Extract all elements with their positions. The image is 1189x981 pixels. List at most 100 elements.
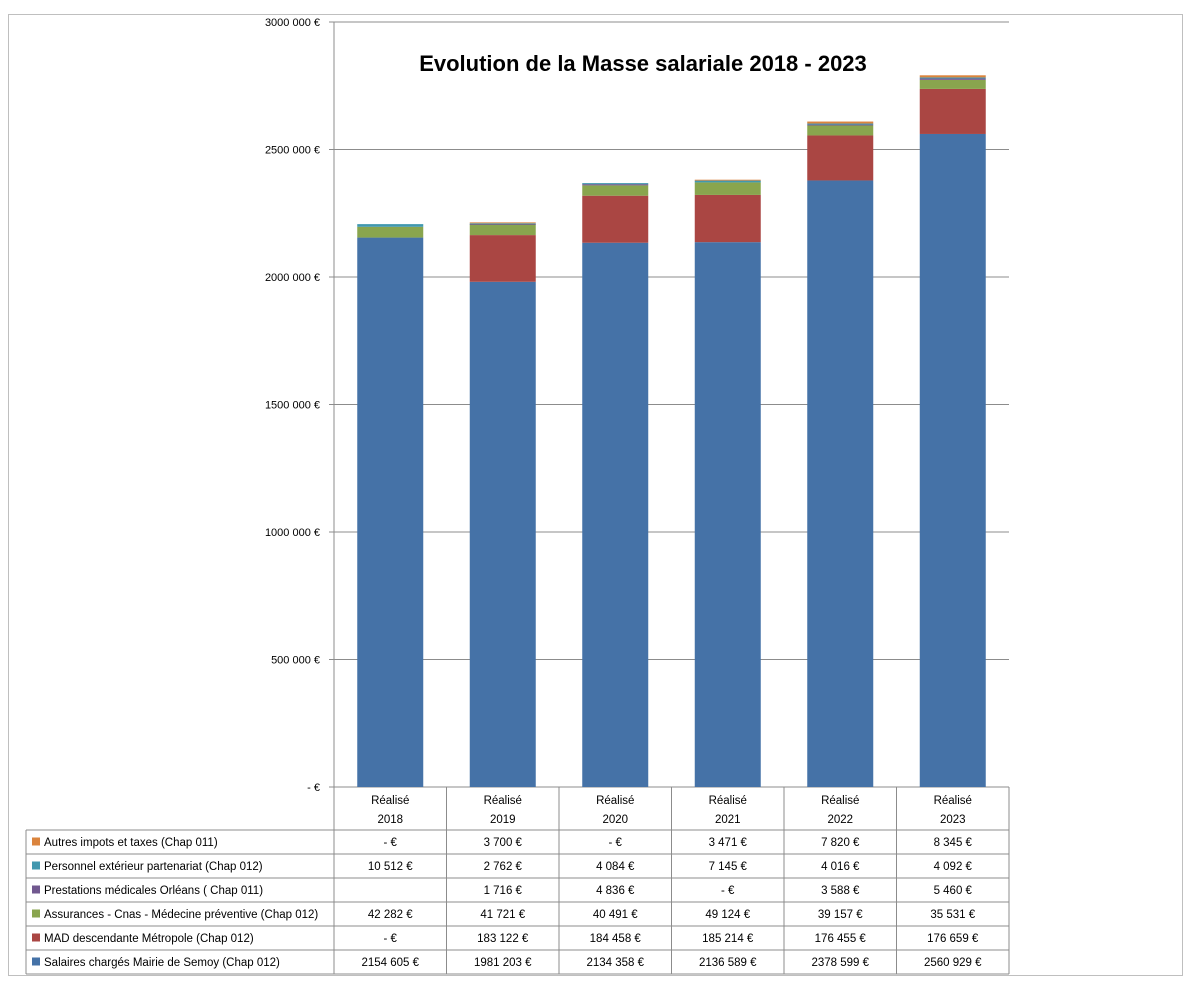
data-label: 3 471 €: [709, 837, 748, 849]
legend-key: [32, 837, 40, 846]
bar-segment: [582, 185, 649, 196]
category-label: 2020: [602, 814, 628, 826]
legend-key: [32, 933, 40, 942]
bar-segment: [919, 133, 986, 787]
bar-segment: [919, 78, 986, 80]
data-label: 185 214 €: [702, 933, 754, 945]
data-label: 183 122 €: [477, 933, 529, 945]
data-label: 2560 929 €: [924, 957, 982, 969]
bar-segment: [469, 223, 536, 225]
data-label: 10 512 €: [368, 861, 413, 873]
data-label: 2 762 €: [484, 861, 523, 873]
category-label: 2023: [940, 814, 966, 826]
y-tick-label: 3000 000 €: [265, 17, 320, 29]
data-label: - €: [609, 837, 623, 849]
bar-segment: [582, 195, 649, 243]
bar-segment: [694, 180, 761, 183]
data-label: 40 491 €: [593, 909, 638, 921]
data-label: 1981 203 €: [474, 957, 532, 969]
category-label: 2021: [715, 814, 741, 826]
category-label: Réalisé: [709, 795, 747, 807]
gridlines: [334, 21, 1009, 788]
data-label: 7 145 €: [709, 861, 748, 873]
legend-label: Prestations médicales Orléans ( Chap 011…: [44, 885, 263, 897]
bar-segment: [694, 179, 761, 181]
data-label: - €: [721, 885, 735, 897]
y-tick-label: 500 000 €: [271, 655, 320, 667]
bar-segment: [469, 222, 536, 224]
y-tick-label: 2500 000 €: [265, 145, 320, 157]
y-axis: - € 500 000 € 1000 000 € 1500 000 € 2000 000…: [265, 17, 335, 794]
data-label: 2134 358 €: [586, 957, 644, 969]
y-tick-label: 1500 000 €: [265, 400, 320, 412]
data-label: 176 455 €: [815, 933, 867, 945]
category-label: 2022: [827, 814, 853, 826]
legend-key: [32, 909, 40, 918]
data-label: 2136 589 €: [699, 957, 757, 969]
bar-segment: [694, 182, 761, 195]
bar-segment: [919, 88, 986, 134]
legend-key: [32, 861, 40, 870]
bar-segment: [807, 135, 874, 181]
bar-segment: [469, 224, 536, 236]
data-label: 2154 605 €: [361, 957, 419, 969]
bar-segment: [807, 180, 874, 787]
legend-label: Personnel extérieur partenariat (Chap 01…: [44, 861, 263, 873]
data-label: 4 016 €: [821, 861, 860, 873]
legend-label: MAD descendante Métropole (Chap 012): [44, 933, 254, 945]
data-label: 4 836 €: [596, 885, 635, 897]
data-label: 39 157 €: [818, 909, 863, 921]
legend-key: [32, 885, 40, 894]
bar-segment: [919, 77, 986, 79]
bar-segment: [357, 224, 424, 227]
bar-segment: [694, 242, 761, 787]
data-label: 5 460 €: [934, 885, 973, 897]
bar-segment: [469, 281, 536, 787]
category-label: Réalisé: [371, 795, 409, 807]
y-tick-label: - €: [307, 782, 320, 794]
chart-title: Evolution de la Masse salariale 2018 - 2…: [419, 51, 867, 76]
bar-segment: [807, 124, 874, 126]
bar-segment: [469, 224, 536, 225]
data-table: Réalisé 2018 Réalisé 2019 Réalisé 2020 Réalisé…: [25, 787, 1010, 975]
data-label: 7 820 €: [821, 837, 860, 849]
bar-segment: [919, 75, 986, 78]
bar-segment: [807, 125, 874, 136]
data-label: 4 092 €: [934, 861, 973, 873]
data-label: 42 282 €: [368, 909, 413, 921]
bar-segment: [807, 121, 874, 124]
bar-segment: [694, 194, 761, 243]
chart-frame: [8, 14, 1183, 976]
data-label: 1 716 €: [484, 885, 523, 897]
data-label: 41 721 €: [480, 909, 525, 921]
bar-segment: [919, 79, 986, 89]
data-label: 3 700 €: [484, 837, 523, 849]
category-label: Réalisé: [484, 795, 522, 807]
data-label: 2378 599 €: [811, 957, 869, 969]
data-label: 176 659 €: [927, 933, 979, 945]
category-label: 2018: [377, 814, 403, 826]
category-label: Réalisé: [821, 795, 859, 807]
bar-segment: [357, 237, 424, 787]
data-label: - €: [384, 933, 398, 945]
legend-label: Salaires chargés Mairie de Semoy (Chap 0…: [44, 957, 280, 969]
y-tick-label: 1000 000 €: [265, 527, 320, 539]
bar-segment: [582, 242, 649, 787]
bar-segment: [469, 235, 536, 282]
y-tick-label: 2000 000 €: [265, 272, 320, 284]
legend-label: Autres impots et taxes (Chap 011): [44, 837, 218, 849]
bars: [357, 75, 986, 787]
bar-segment: [807, 123, 874, 125]
category-label: 2019: [490, 814, 516, 826]
data-label: 35 531 €: [930, 909, 975, 921]
bar-segment: [582, 183, 649, 185]
bar-segment: [357, 226, 424, 238]
legend-label: Assurances - Cnas - Médecine préventive …: [44, 909, 318, 921]
data-label: 3 588 €: [821, 885, 860, 897]
data-label: 8 345 €: [934, 837, 973, 849]
data-label: 4 084 €: [596, 861, 635, 873]
category-label: Réalisé: [596, 795, 634, 807]
data-label: 49 124 €: [705, 909, 750, 921]
data-label: - €: [384, 837, 398, 849]
